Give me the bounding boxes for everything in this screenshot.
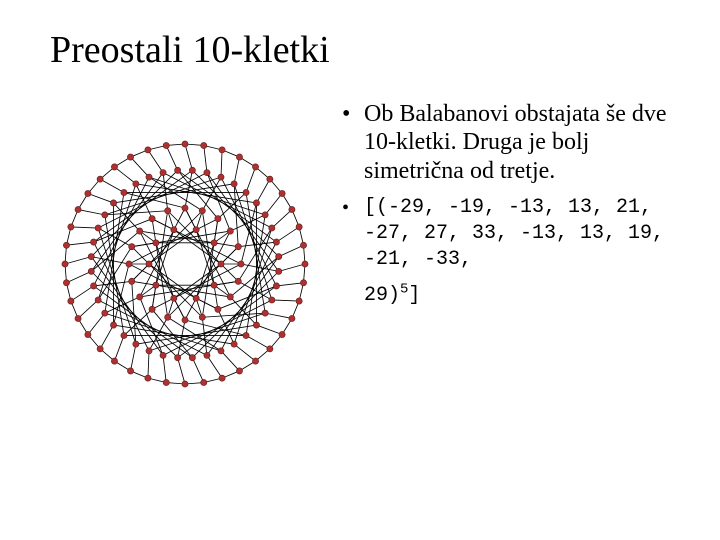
page-title: Preostali 10-kletki <box>50 28 670 72</box>
sequence-close-a: 29) <box>364 284 400 307</box>
sequence-close-b: ] <box>408 284 420 307</box>
cage-graph <box>50 134 320 394</box>
bullet-sequence: [(-29, -19, -13, 13, 21, -27, 27, 33, -1… <box>340 195 670 309</box>
sequence-open: [(-29, -19, -13, 13, 21, -27, 27, 33, -1… <box>364 196 664 271</box>
bullet-description: Ob Balabanovi obstajata še dve 10-kletki… <box>340 100 670 185</box>
graph-container <box>50 100 330 394</box>
